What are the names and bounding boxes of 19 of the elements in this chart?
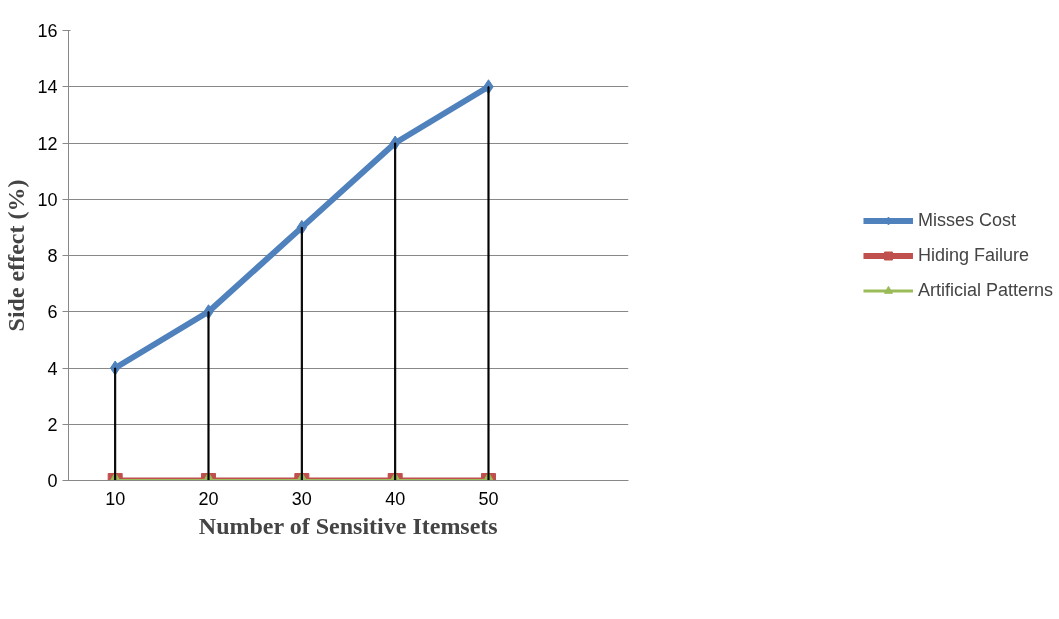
y-tick-label: 2 xyxy=(47,414,58,435)
y-tick-label: 14 xyxy=(37,77,58,98)
x-tick-label: 10 xyxy=(105,488,126,509)
y-axis-title: Side effect (%) xyxy=(3,179,30,332)
y-tick-label: 8 xyxy=(47,246,58,266)
legend-label: Misses Cost xyxy=(917,209,1016,231)
legend-label: Artificial Patterns xyxy=(917,279,1054,301)
x-tick-label: 20 xyxy=(198,488,219,509)
x-tick-label: 40 xyxy=(385,488,406,509)
y-tick-label: 4 xyxy=(47,358,58,379)
y-tick-label: 10 xyxy=(37,189,58,210)
x-tick-label: 50 xyxy=(478,488,499,509)
y-tick-label: 6 xyxy=(47,302,58,323)
legend-label: Hiding Failure xyxy=(917,244,1030,266)
y-tick-label: 0 xyxy=(47,471,58,491)
x-axis-title: Number of Sensitive Itemsets xyxy=(198,512,498,539)
y-tick-label: 16 xyxy=(37,21,58,41)
y-tick-label: 12 xyxy=(37,133,58,154)
x-tick-label: 30 xyxy=(291,488,312,509)
